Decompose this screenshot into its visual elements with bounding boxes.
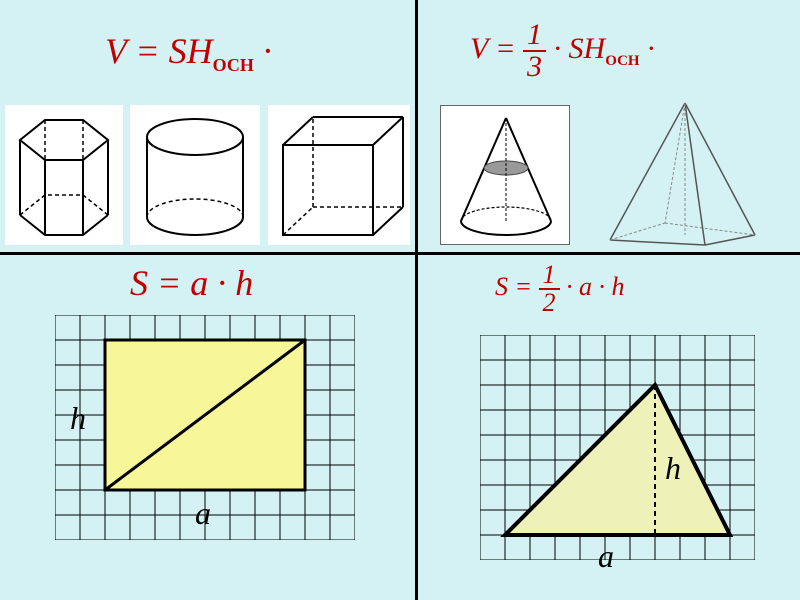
cylinder-icon	[130, 105, 260, 245]
eq: =	[126, 31, 168, 71]
cube-icon	[268, 105, 410, 245]
formula-area-rect: S = a · h	[130, 262, 253, 304]
formula-area-triangle: S = 12 · a · h	[495, 262, 625, 316]
hex-prism	[5, 105, 123, 245]
var-H: H	[584, 32, 606, 65]
var-h: h	[612, 272, 625, 301]
var-V: V	[470, 32, 488, 65]
vertical-divider	[415, 0, 418, 600]
cylinder	[130, 105, 260, 245]
num: 1	[539, 262, 560, 290]
formula-volume-prism: V = SHОСН ·	[105, 30, 272, 76]
label-a-rect: a	[195, 495, 211, 532]
dot1: ·	[560, 272, 580, 301]
formula-volume-pyramid: V = 13 · SHОСН ·	[470, 20, 655, 82]
sub-osn: ОСН	[213, 55, 254, 75]
var-a: a	[190, 263, 208, 303]
dot: ·	[254, 31, 272, 71]
horizontal-divider	[0, 252, 800, 255]
cube	[268, 105, 410, 245]
var-a: a	[579, 272, 592, 301]
label-a-tri: a	[598, 538, 614, 575]
label-h-tri: h	[665, 450, 681, 487]
var-h: h	[235, 263, 253, 303]
sub-osn: ОСН	[605, 53, 639, 69]
den: 3	[523, 52, 546, 82]
dot: ·	[208, 263, 235, 303]
triangle-grid-icon	[480, 335, 755, 560]
eq: =	[488, 32, 523, 65]
dot1: ·	[546, 32, 569, 65]
eq: =	[508, 272, 539, 301]
var-S: S	[495, 272, 508, 301]
var-S: S	[569, 32, 584, 65]
label-h-rect: h	[70, 400, 86, 437]
den: 2	[539, 290, 560, 316]
var-H: H	[187, 31, 213, 71]
cone-icon	[441, 106, 571, 246]
eq: =	[148, 263, 190, 303]
var-S: S	[130, 263, 148, 303]
fraction: 13	[523, 20, 546, 82]
pyramid	[590, 95, 770, 250]
fraction: 12	[539, 262, 560, 316]
num: 1	[523, 20, 546, 52]
pyramid-icon	[590, 95, 770, 250]
dot2: ·	[592, 272, 612, 301]
var-S: S	[169, 31, 187, 71]
hex-prism-icon	[5, 105, 123, 245]
var-V: V	[105, 31, 126, 71]
dot2: ·	[640, 32, 655, 65]
cone	[440, 105, 570, 245]
grid-triangle	[480, 335, 755, 560]
